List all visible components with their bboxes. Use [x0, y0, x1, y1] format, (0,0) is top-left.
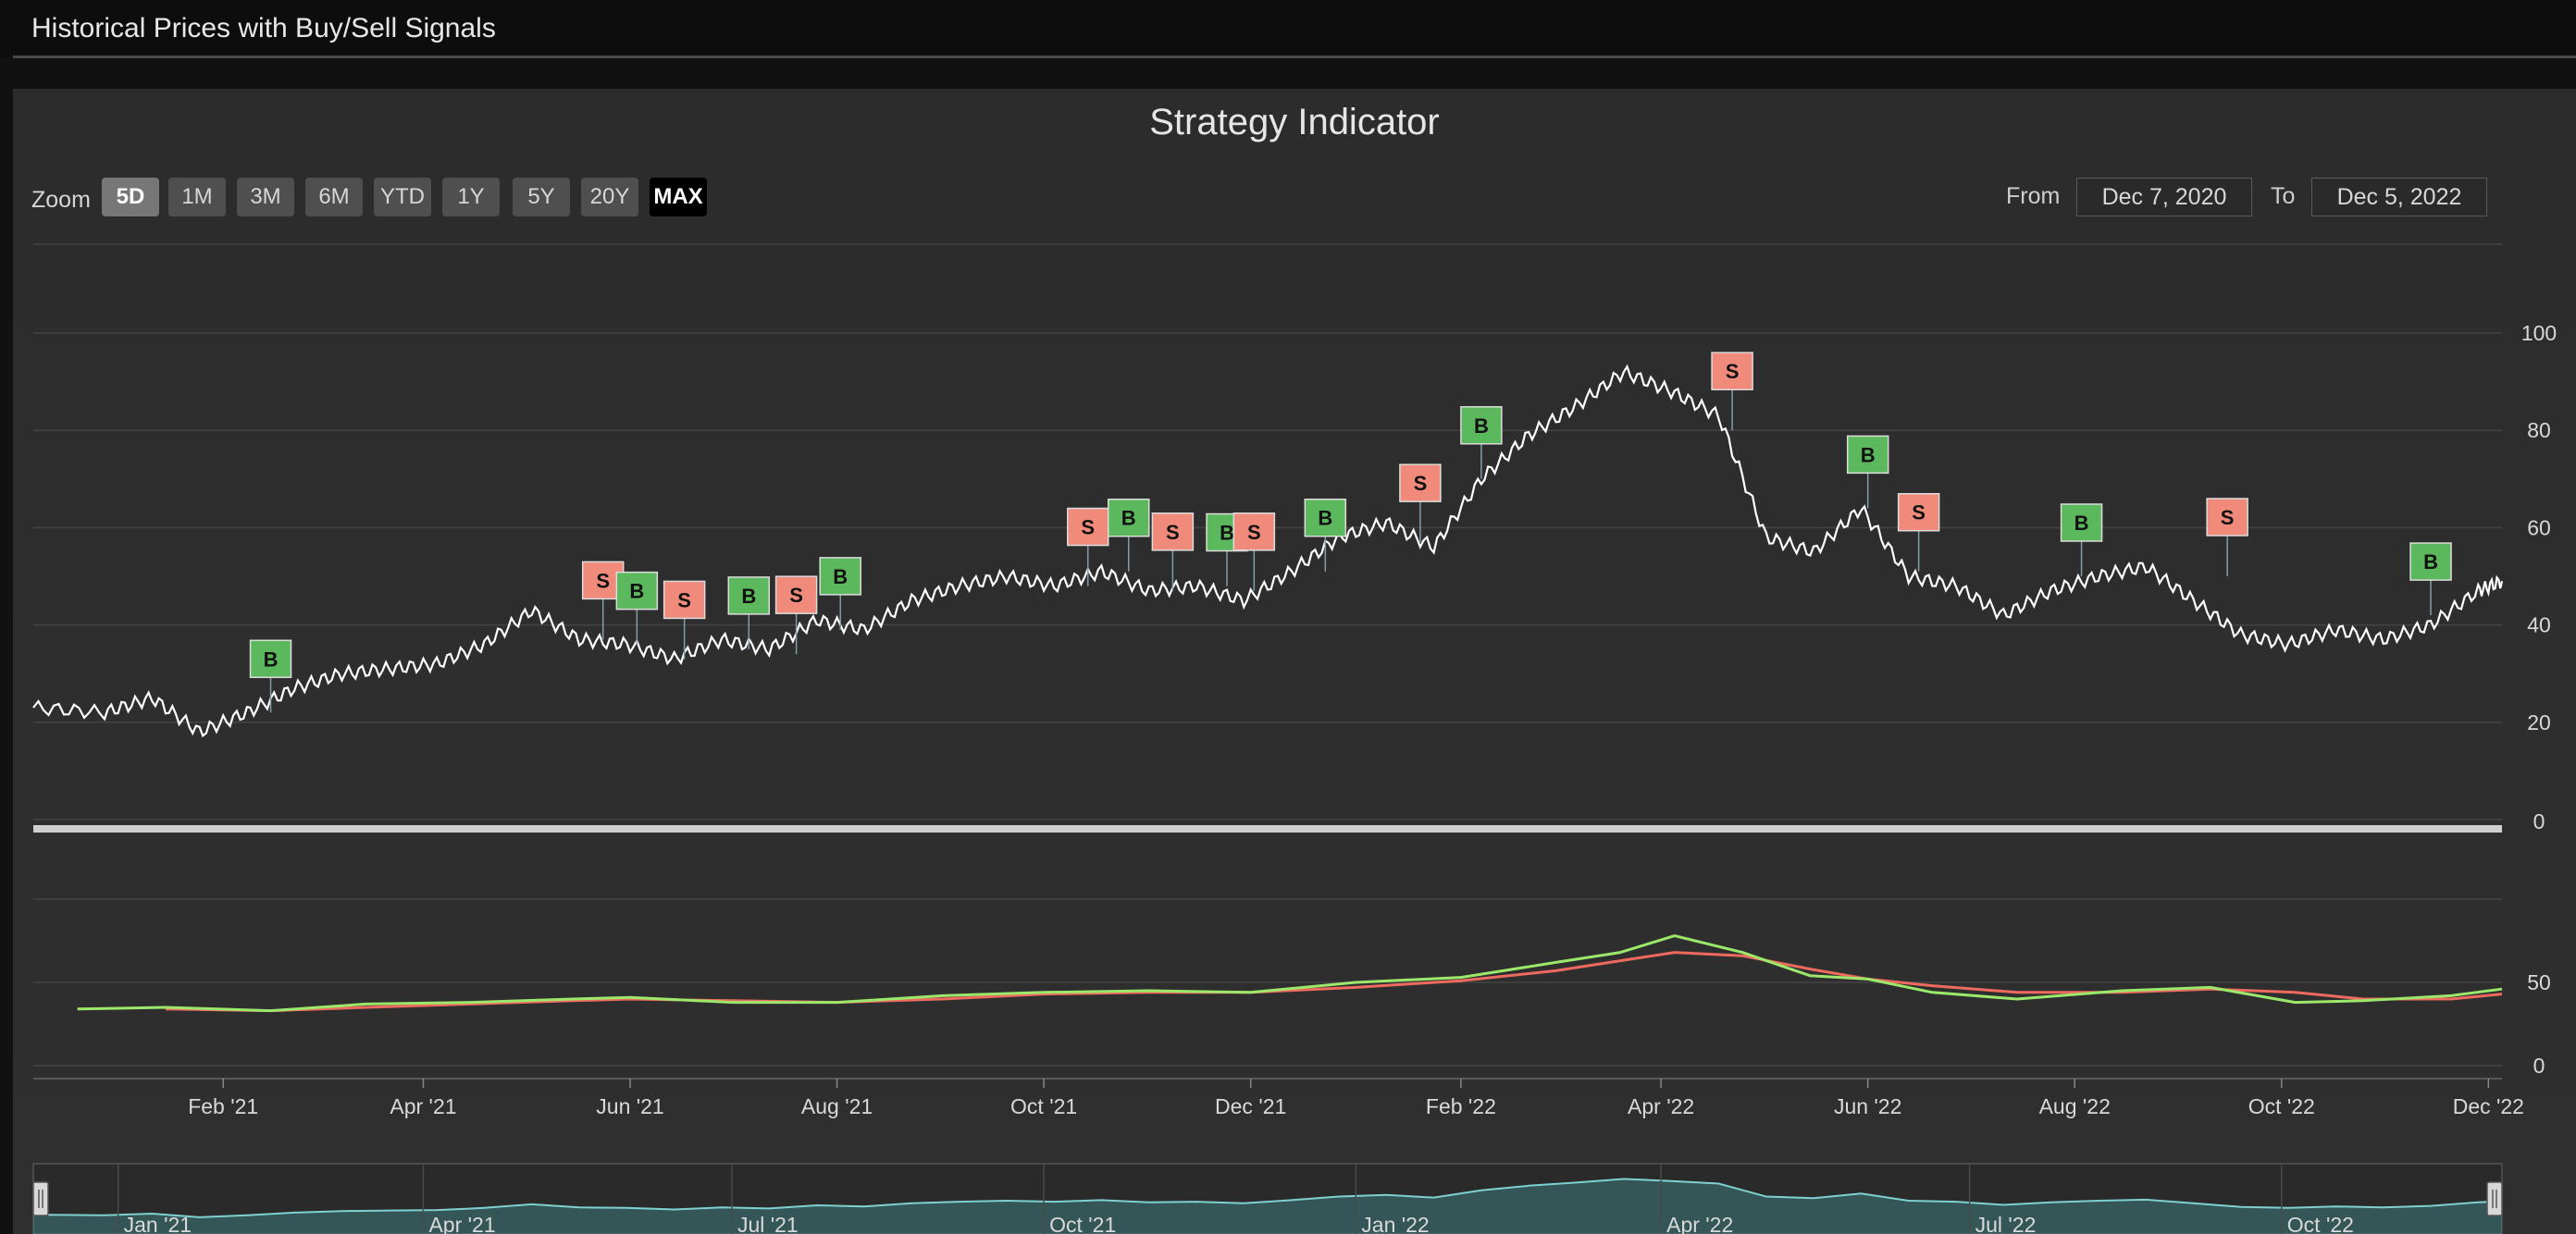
navigator-tick-label: Oct '22 — [2287, 1213, 2354, 1234]
x-tick-label: Oct '22 — [2248, 1094, 2315, 1118]
buy-signal-flag — [1304, 498, 1347, 537]
page-header: Historical Prices with Buy/Sell Signals — [0, 0, 2576, 57]
signal-label: S — [2221, 506, 2235, 529]
signal-label: S — [1726, 360, 1740, 383]
x-tick-label: Dec '22 — [2453, 1094, 2524, 1118]
buy-signal-flag — [1460, 406, 1503, 445]
price-y-tick-label: 40 — [2527, 613, 2551, 637]
navigator-tick-label: Jul '22 — [1975, 1213, 2037, 1234]
buy-signal-flag — [2060, 503, 2103, 542]
buy-signal-flag — [615, 571, 659, 611]
x-tick-label: Feb '21 — [188, 1094, 258, 1118]
indicator-fast-line — [77, 934, 2503, 1013]
x-tick-label: Jun '21 — [596, 1094, 663, 1118]
zoom-button-6m[interactable]: 6M — [305, 178, 363, 216]
x-tick-label: Aug '22 — [2039, 1094, 2111, 1118]
sell-signal-flag — [1897, 492, 1940, 532]
signal-label: S — [677, 588, 691, 611]
zoom-button-5y[interactable]: 5Y — [513, 178, 570, 216]
x-tick-label: Feb '22 — [1426, 1094, 1496, 1118]
from-label: From — [2006, 183, 2061, 209]
signal-label: B — [741, 585, 756, 608]
sell-signal-flag — [2206, 498, 2248, 537]
price-line — [32, 364, 2504, 738]
chart-panel: Strategy Indicator Zoom 5D 1M 3M 6M YTD 1Y 5Y 2… — [13, 89, 2576, 1234]
navigator-area — [33, 1178, 2502, 1234]
signal-label: B — [629, 580, 644, 603]
sell-signal-flag — [1232, 512, 1276, 551]
from-date-input[interactable]: Dec 7, 2020 — [2076, 178, 2252, 216]
chart-title: Strategy Indicator — [1149, 102, 1440, 142]
signal-label: B — [1121, 507, 1136, 530]
navigator-tick-label: Apr '21 — [428, 1213, 495, 1234]
navigator-line — [32, 1178, 2503, 1218]
buy-signal-flag — [249, 639, 292, 679]
zoom-button-max[interactable]: MAX — [650, 178, 707, 216]
sell-signal-flag — [1151, 512, 1195, 551]
zoom-button-3m[interactable]: 3M — [237, 178, 294, 216]
navigator-tick-label: Oct '21 — [1049, 1213, 1116, 1234]
navigator-handle-left[interactable] — [32, 1181, 49, 1216]
signal-label: S — [1166, 521, 1180, 544]
sell-signal-flag — [1399, 463, 1442, 502]
price-y-tick-label: 100 — [2521, 321, 2557, 345]
x-tick-label: Apr '22 — [1628, 1094, 1694, 1118]
zoom-button-20y[interactable]: 20Y — [581, 178, 638, 216]
price-y-tick-label: 20 — [2527, 710, 2551, 734]
zoom-button-ytd[interactable]: YTD — [374, 178, 431, 216]
sell-signal-flag — [1711, 352, 1753, 390]
signal-label: B — [2074, 512, 2089, 535]
x-tick-label: Apr '21 — [390, 1094, 456, 1118]
zoom-button-1m[interactable]: 1M — [168, 178, 226, 216]
navigator-tick-label: Jul '21 — [737, 1213, 799, 1234]
signal-label: S — [789, 584, 803, 607]
signal-label: B — [2423, 550, 2438, 574]
zoom-button-1y[interactable]: 1Y — [442, 178, 500, 216]
navigator-tick-label: Jan '21 — [124, 1213, 192, 1234]
zoom-button-5d[interactable]: 5D — [102, 178, 159, 216]
sell-signal-flag — [774, 575, 818, 614]
signal-label: B — [833, 565, 848, 588]
indicator-slow-line — [165, 951, 2503, 1013]
buy-signal-flag — [1107, 498, 1150, 537]
to-date-input[interactable]: Dec 5, 2022 — [2311, 178, 2487, 216]
signal-label: S — [596, 569, 610, 592]
signal-label: S — [1912, 501, 1926, 524]
indicator-y-tick-label: 0 — [2533, 1054, 2545, 1078]
signal-label: B — [1474, 414, 1489, 438]
x-tick-label: Oct '21 — [1010, 1094, 1077, 1118]
price-y-tick-label: 80 — [2527, 418, 2551, 442]
sell-signal-flag — [663, 580, 706, 620]
indicator-y-tick-label: 50 — [2527, 970, 2551, 994]
price-y-tick-label: 0 — [2533, 809, 2545, 833]
signal-label: S — [1414, 472, 1428, 495]
x-tick-label: Aug '21 — [801, 1094, 873, 1118]
signal-label: B — [264, 648, 279, 671]
signal-label: B — [1220, 522, 1234, 545]
header-divider — [13, 56, 2576, 58]
navigator-background — [32, 1163, 2503, 1234]
page-title: Historical Prices with Buy/Sell Signals — [31, 13, 496, 43]
navigator-handle-right[interactable] — [2486, 1181, 2503, 1216]
buy-signal-flag — [727, 576, 771, 615]
navigator-tick-label: Apr '22 — [1666, 1213, 1733, 1234]
x-tick-label: Jun '22 — [1834, 1094, 1901, 1118]
to-label: To — [2271, 183, 2296, 209]
signal-label: S — [1247, 521, 1261, 544]
signal-label: B — [1861, 443, 1876, 466]
price-y-tick-label: 60 — [2527, 515, 2551, 539]
buy-signal-flag — [819, 557, 861, 596]
navigator-tick-label: Jan '22 — [1361, 1213, 1429, 1234]
signal-label: B — [1318, 507, 1332, 530]
buy-signal-flag — [2409, 542, 2452, 581]
buy-signal-flag — [1846, 435, 1889, 475]
zoom-label: Zoom — [31, 187, 91, 213]
pane-separator — [33, 825, 2502, 833]
x-tick-label: Dec '21 — [1215, 1094, 1286, 1118]
signal-label: S — [1081, 516, 1095, 539]
